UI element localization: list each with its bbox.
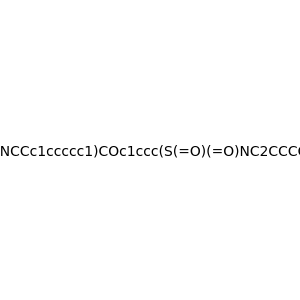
Text: O=C(NCCc1ccccc1)COc1ccc(S(=O)(=O)NC2CCCC2)cc1: O=C(NCCc1ccccc1)COc1ccc(S(=O)(=O)NC2CCCC… — [0, 145, 300, 158]
